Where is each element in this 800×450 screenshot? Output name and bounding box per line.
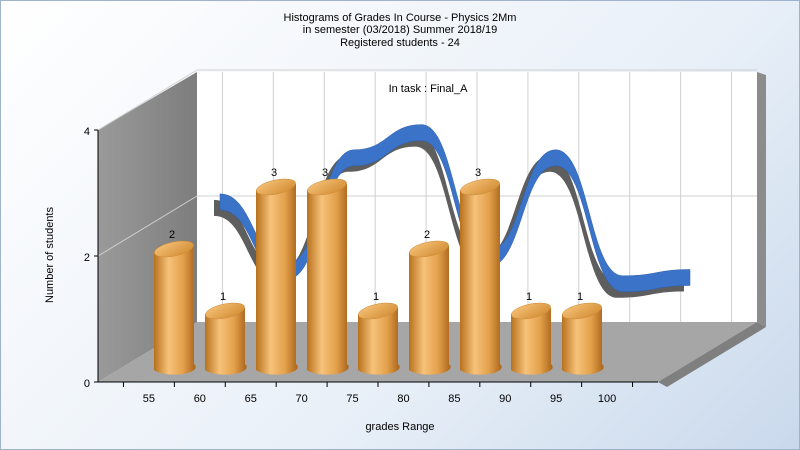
bar-value-label: 1 (220, 291, 226, 303)
x-axis-label: grades Range (365, 421, 435, 433)
bar-cap (205, 302, 245, 320)
x-tick-label: 75 (346, 393, 358, 405)
ribbon-series (214, 124, 691, 298)
y-tick-label: 4 (84, 126, 90, 138)
bar (154, 240, 196, 375)
grid-line-side (97, 195, 198, 257)
bar-value-label: 1 (373, 291, 379, 303)
x-tick-label: 90 (499, 393, 511, 405)
bar-body (205, 308, 247, 375)
bar-value-label: 2 (169, 229, 175, 241)
chart-title-line-1: Histograms of Grades In Course - Physics… (283, 12, 517, 24)
bar (205, 302, 247, 375)
y-axis-label: Number of students (44, 207, 56, 303)
bar-body (409, 246, 451, 375)
floor-edge-front (658, 322, 766, 387)
bar-value-label: 1 (526, 291, 532, 303)
x-tick-label: 85 (448, 393, 460, 405)
bar (358, 302, 400, 375)
bar-body (562, 308, 604, 375)
chart-subtitle: In task : Final_A (389, 83, 469, 95)
x-tick-label: 60 (194, 393, 206, 405)
bar-body (460, 184, 502, 375)
x-tick-label: 65 (245, 393, 257, 405)
x-tick-label: 80 (397, 393, 409, 405)
chart-title-line-3: Registered students - 24 (340, 37, 460, 49)
bar-cap (511, 302, 551, 320)
grid-line-side (97, 69, 198, 131)
bar-cap (154, 240, 194, 258)
bar-body (154, 246, 196, 375)
bar-value-label: 3 (271, 167, 277, 179)
x-tick-label: 55 (143, 393, 155, 405)
bar-value-label: 1 (577, 291, 583, 303)
bar-body (256, 184, 298, 375)
bar-body (511, 308, 553, 375)
bar-cap (562, 302, 602, 320)
y-tick-label: 0 (84, 378, 90, 390)
bar-body (358, 308, 400, 375)
bar (307, 178, 349, 375)
bar (562, 302, 604, 375)
bar-cap (460, 178, 500, 196)
bar (409, 240, 451, 375)
ribbon-band (219, 124, 691, 293)
x-tick-label: 70 (296, 393, 308, 405)
y-tick-label: 2 (84, 252, 90, 264)
bar-body (307, 184, 349, 375)
bar-cap (256, 178, 296, 196)
bar (256, 178, 298, 375)
bar (460, 178, 502, 375)
bar-cap (358, 302, 398, 320)
ribbon-shadow (214, 130, 684, 298)
bar-value-label: 3 (475, 167, 481, 179)
x-tick-label: 100 (598, 393, 616, 405)
floor-edge-right (757, 72, 766, 327)
bar-value-label: 2 (424, 229, 430, 241)
bar-cap (409, 240, 449, 258)
bar-cap (307, 178, 347, 196)
chart-title-line-2: in semester (03/2018) Summer 2018/19 (302, 24, 498, 36)
bar-value-label: 3 (322, 167, 328, 179)
bar (511, 302, 553, 375)
x-tick-label: 95 (550, 393, 562, 405)
bars: 2 1 3 3 1 2 3 1 1 (154, 167, 604, 375)
axes: 0 2 4 55 60 65 70 75 80 85 90 95 100 (84, 126, 658, 405)
